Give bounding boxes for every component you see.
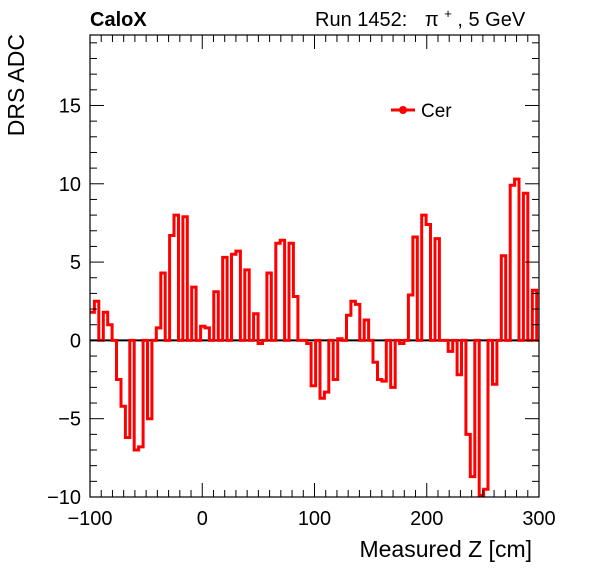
- beam-energy: , 5 GeV: [457, 9, 525, 31]
- y-tick-label: 5: [70, 252, 81, 274]
- y-axis-title: DRS ADC: [3, 34, 29, 136]
- chart-header: CaloX Run 1452: π + , 5 GeV: [90, 1, 526, 31]
- y-tick-label: 15: [59, 95, 81, 117]
- y-tick-label: 10: [59, 174, 81, 196]
- legend-label-cer: Cer: [421, 101, 452, 122]
- legend: Cer: [391, 101, 452, 122]
- x-tick-label: −100: [67, 508, 112, 530]
- x-axis: −100 0 100 200 300: [67, 35, 556, 530]
- y-axis: −10 −5 0 5 10 15: [47, 42, 539, 509]
- series-line-cer: [90, 177, 539, 497]
- x-tick-label: 100: [298, 508, 331, 530]
- x-tick-label: 0: [197, 508, 208, 530]
- legend-marker-swatch: [399, 106, 407, 114]
- run-number: Run 1452:: [315, 9, 407, 31]
- y-tick-label: 0: [70, 330, 81, 352]
- beam-charge: +: [444, 6, 452, 21]
- x-tick-label: 300: [522, 508, 555, 530]
- beam-particle: π: [425, 9, 439, 31]
- x-axis-title: Measured Z [cm]: [359, 536, 532, 562]
- y-tick-label: −5: [58, 409, 81, 431]
- experiment-label: CaloX: [90, 9, 147, 31]
- y-tick-label: −10: [47, 487, 81, 509]
- x-tick-label: 200: [410, 508, 443, 530]
- plot-area: [89, 34, 540, 498]
- plot-frame: [89, 34, 540, 498]
- run-label: Run 1452: π + , 5 GeV: [315, 1, 526, 31]
